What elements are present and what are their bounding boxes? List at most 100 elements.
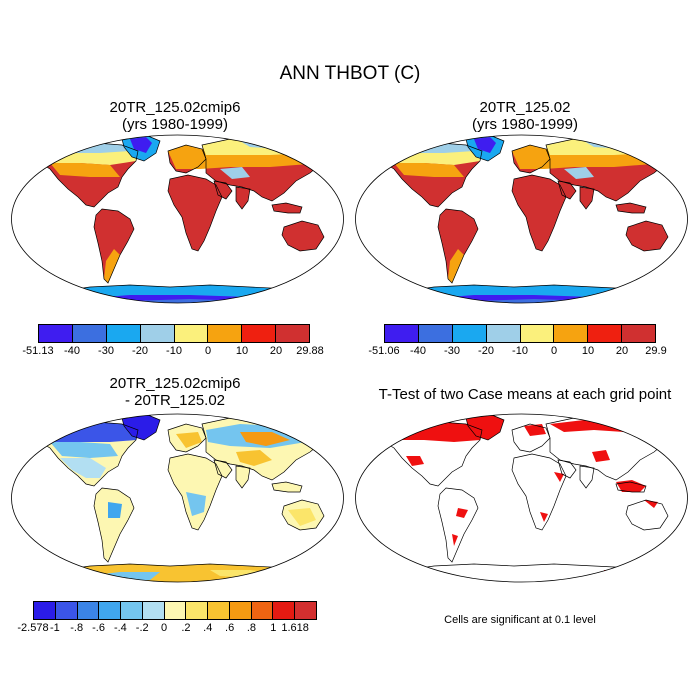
colorbar-box [106, 325, 141, 342]
colorbar-box [39, 325, 73, 342]
map-case2 [355, 134, 688, 304]
colorbar-box [229, 602, 252, 619]
colorbar-label: 29.88 [296, 345, 324, 357]
land-africa [168, 175, 222, 251]
panel-title-line2: (yrs 1980-1999) [472, 116, 578, 133]
colorbar-label: -20 [132, 345, 148, 357]
colorbar-label: 1 [270, 622, 277, 634]
coastline-africa [511, 453, 567, 531]
coastline-greenland [121, 135, 161, 162]
colorbar-case1: -51.13 -40 -30 -20 -10 0 10 20 29.88 [22, 324, 324, 359]
temperature-zone [394, 163, 464, 177]
colorbar-label: -30 [98, 345, 114, 357]
coastline-greenland [121, 414, 161, 441]
colorbar-label: 29.9 [645, 345, 667, 357]
land-southAmerica [438, 209, 478, 283]
difference-zone [122, 415, 160, 440]
significant-cells [604, 570, 654, 582]
colorbar-label: -.2 [135, 622, 149, 634]
coastline-india [235, 186, 251, 210]
land-southAmerica [94, 209, 134, 283]
coastline-africa [167, 174, 223, 252]
map-border [11, 134, 344, 304]
colorbar-label: 10 [235, 345, 249, 357]
colorbar-label: -20 [478, 345, 494, 357]
coastline-australia [625, 220, 669, 252]
colorbar-box [418, 325, 453, 342]
temperature-zone [50, 163, 120, 177]
significant-cells [524, 424, 546, 436]
colorbar-box [554, 325, 589, 342]
temperature-zone [130, 137, 152, 153]
colorbar-label: .8 [246, 622, 257, 634]
coastline-arabia [557, 459, 577, 479]
difference-zone [240, 432, 290, 446]
coastline-europe [167, 144, 207, 174]
colorbar-box [486, 325, 521, 342]
panel-title-line1: 20TR_125.02cmip6 [109, 375, 241, 392]
land-maritime [272, 482, 302, 492]
difference-zone [288, 508, 316, 526]
colorbar-box [251, 602, 274, 619]
temperature-zone [474, 137, 496, 153]
colorbar-box [295, 602, 316, 619]
temperature-zone [448, 249, 464, 283]
colorbar-label: .4 [203, 622, 213, 634]
coastline-maritime [615, 481, 647, 493]
colorbar-box [34, 602, 56, 619]
temperature-zone [564, 167, 594, 179]
difference-zone [60, 458, 106, 478]
colorbar-label: 10 [581, 345, 595, 357]
temperature-zone [104, 249, 120, 283]
coastline-europe [511, 423, 551, 453]
colorbar-box [273, 602, 296, 619]
panel-title-line2: - 20TR_125.02 [124, 392, 226, 409]
panel-title-case1: 20TR_125.02cmip6 (yrs 1980-1999) [0, 99, 350, 133]
colorbar-box [140, 325, 175, 342]
colorbar-label: -.8 [70, 622, 84, 634]
colorbar-box [55, 602, 78, 619]
coastline-australia [281, 499, 325, 531]
colorbar-label: .6 [225, 622, 235, 634]
coastline-australia [281, 220, 325, 252]
panel-title-line1: 20TR_125.02 [479, 99, 571, 116]
significant-cells [554, 472, 564, 482]
significance-note: Cells are significant at 0.1 level [444, 614, 596, 626]
coastline-europe [167, 423, 207, 453]
panel-title-line2: (yrs 1980-1999) [122, 116, 228, 133]
colorbar-box [208, 325, 243, 342]
significant-cells [456, 508, 468, 518]
land-antarctica [394, 564, 664, 582]
land-india [580, 466, 594, 488]
colorbar-box [242, 325, 277, 342]
colorbar-box [385, 325, 419, 342]
significant-cells [452, 534, 458, 546]
colorbar-box [142, 602, 165, 619]
colorbar-box [121, 602, 143, 619]
colorbar-box [174, 325, 209, 342]
land-africa [512, 454, 566, 530]
colorbar-box [72, 325, 107, 342]
land-australia [626, 221, 668, 251]
difference-zone [290, 420, 328, 434]
land-maritime [272, 203, 302, 213]
coastline-australia [625, 499, 669, 531]
land-india [236, 466, 250, 488]
colorbar-label: 20 [615, 345, 629, 357]
figure-title: ANN THBOT (C) [279, 63, 421, 84]
map-difference [11, 413, 344, 583]
temperature-zone [220, 167, 250, 179]
difference-zone [50, 442, 118, 458]
coastline-arabia [213, 459, 233, 479]
land-australia [626, 500, 668, 530]
colorbar-label: -30 [444, 345, 460, 357]
colorbar-box [588, 325, 623, 342]
coastline-arabia [213, 180, 233, 200]
colorbar-label: 1.618 [281, 622, 309, 634]
significant-cells [540, 512, 548, 522]
coastline-maritime [615, 202, 647, 214]
colorbar-box [520, 325, 555, 342]
colorbar-label: -40 [410, 345, 426, 357]
coastline-greenland [465, 135, 505, 162]
